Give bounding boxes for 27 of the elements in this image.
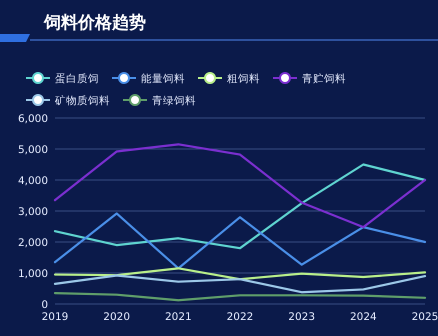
x-tick-label: 2023	[288, 311, 316, 323]
x-tick-label: 2020	[103, 311, 130, 323]
x-tick-label: 2022	[226, 311, 254, 323]
y-tick-label: 4,000	[18, 175, 48, 187]
line-series	[54, 274, 426, 294]
x-tick-label: 2021	[164, 311, 192, 323]
legend-label: 蛋白质饲	[55, 72, 99, 85]
y-tick-label: 3,000	[18, 206, 48, 218]
legend-label: 青贮饲料	[302, 72, 346, 85]
legend-label: 粗饲料	[227, 72, 260, 85]
y-tick-label: 6,000	[18, 113, 48, 125]
y-tick-label: 0	[41, 299, 48, 311]
x-tick-label: 2024	[350, 311, 378, 323]
legend-label: 能量饲料	[141, 72, 185, 85]
line-series	[54, 163, 426, 250]
x-tick-label: 2025	[412, 311, 438, 323]
line-series	[54, 292, 426, 302]
line-series	[54, 212, 426, 270]
line-series	[54, 143, 426, 228]
legend-label: 青绿饲料	[152, 94, 196, 107]
x-tick-label: 2019	[42, 311, 68, 323]
y-tick-label: 5,000	[18, 144, 48, 156]
y-tick-label: 2,000	[18, 237, 48, 249]
y-tick-label: 1,000	[18, 268, 48, 280]
chart-title: 饲料价格趋势	[43, 13, 146, 33]
legend-label: 矿物质饲料	[54, 94, 110, 107]
line-series	[54, 267, 426, 280]
